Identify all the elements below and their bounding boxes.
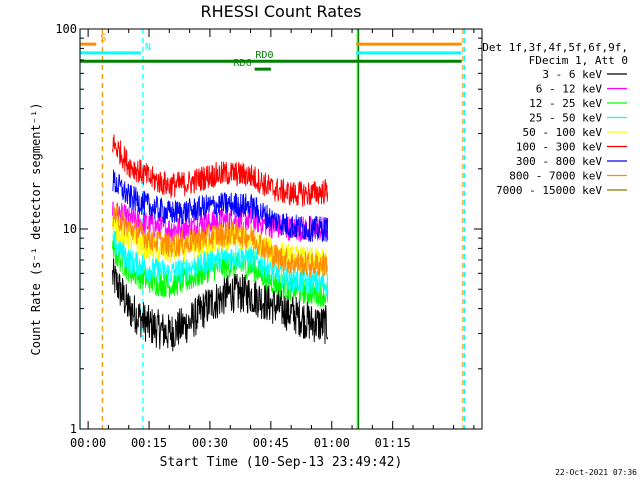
series-line-0 bbox=[112, 258, 329, 352]
legend-entry-label: 50 - 100 keV bbox=[523, 126, 603, 139]
y-tick-label: 10 bbox=[63, 222, 77, 236]
legend-entry-label: 800 - 7000 keV bbox=[509, 170, 602, 183]
x-tick-label: 00:00 bbox=[70, 436, 106, 450]
axes: 00:00 00:15 00:30 00:45 01:00 01:15 1 10 100 bbox=[55, 22, 482, 450]
series-line-1 bbox=[112, 201, 329, 243]
x-axis-label: Start Time (10-Sep-13 23:49:42) bbox=[160, 455, 403, 470]
state-label-n: N bbox=[145, 42, 151, 53]
legend-entry-label: 7000 - 15000 keV bbox=[496, 184, 602, 197]
x-tick-label: 01:00 bbox=[314, 436, 350, 450]
series-line-6 bbox=[112, 169, 329, 243]
legend-entry-label: 3 - 6 keV bbox=[542, 68, 602, 81]
legend-entry-label: 12 - 25 keV bbox=[529, 97, 602, 110]
state-label-rd0: RD0 bbox=[255, 50, 273, 61]
state-label-rd6: RD6 bbox=[234, 58, 252, 69]
y-axis-label: Count Rate (s⁻¹ detector segment⁻¹) bbox=[29, 103, 43, 356]
series-line-3 bbox=[112, 229, 329, 297]
x-tick-label: 01:15 bbox=[375, 436, 411, 450]
series-line-5 bbox=[112, 134, 329, 207]
legend-header-line-1: Det 1f,3f,4f,5f,6f,9f, bbox=[482, 41, 628, 54]
legend-entry-label: 6 - 12 keV bbox=[536, 83, 603, 96]
legend-entry-label: 300 - 800 keV bbox=[516, 155, 602, 168]
x-tick-label: 00:15 bbox=[131, 436, 167, 450]
legend-header-line-2: FDecim 1, Att 0 bbox=[529, 54, 628, 67]
legend-entry-label: 100 - 300 keV bbox=[516, 141, 602, 154]
x-tick-label: 00:30 bbox=[192, 436, 228, 450]
x-tick-label: 00:45 bbox=[253, 436, 289, 450]
legend-entry-label: 25 - 50 keV bbox=[529, 112, 602, 125]
y-tick-label: 100 bbox=[55, 22, 77, 36]
y-tick-label: 1 bbox=[70, 422, 77, 436]
footer-timestamp: 22-Oct-2021 07:36 bbox=[555, 468, 637, 477]
series-line-7 bbox=[112, 201, 329, 278]
chart-title: RHESSI Count Rates bbox=[201, 2, 362, 21]
state-label-s: S bbox=[100, 33, 106, 44]
